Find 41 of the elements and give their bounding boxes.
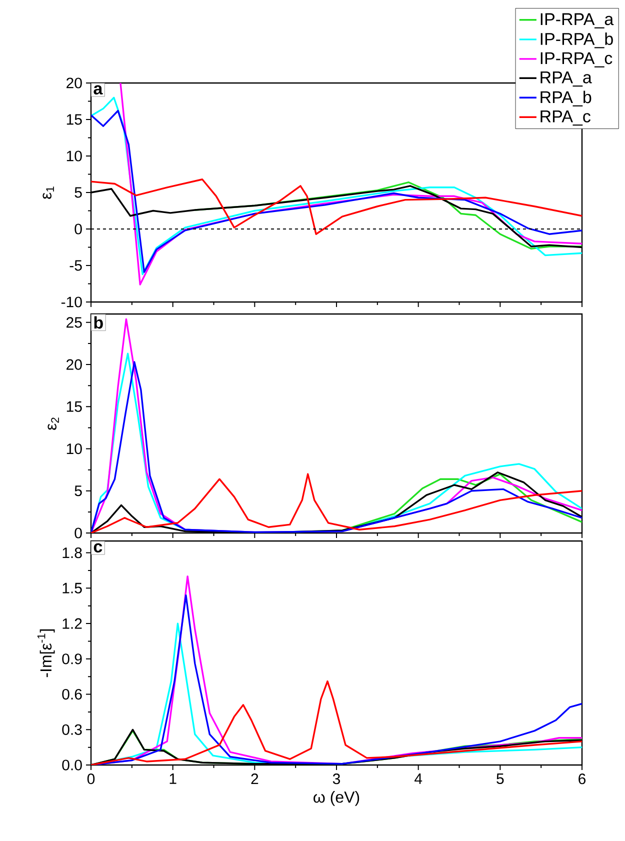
y-tick-label: 0.3 bbox=[62, 724, 82, 735]
x-tick-label: 2 bbox=[251, 774, 258, 784]
y-tick-label: -5 bbox=[70, 260, 82, 271]
y-axis-title: ε$_{2}$ bbox=[48, 418, 59, 430]
annotation: c bbox=[94, 543, 102, 553]
y-tick-label: 1.5 bbox=[62, 582, 82, 594]
y-tick-label: 5 bbox=[74, 486, 82, 496]
legend-label: IP-RPA_c bbox=[540, 52, 612, 68]
y-tick-label: 20 bbox=[66, 359, 82, 370]
y-tick-label: 5 bbox=[74, 187, 82, 198]
y-tick-label: 20 bbox=[66, 78, 82, 88]
legend-label: RPA_c bbox=[540, 110, 590, 126]
x-axis-title: ω (eV) bbox=[314, 791, 360, 806]
x-tick-label: 6 bbox=[578, 774, 586, 784]
y-tick-label: 0.6 bbox=[62, 688, 82, 700]
y-tick-label: 15 bbox=[66, 401, 82, 412]
y-tick-label: 0 bbox=[74, 224, 82, 234]
y-tick-label: 0 bbox=[74, 528, 82, 538]
y-tick-label: 0.9 bbox=[62, 654, 82, 664]
x-tick-label: 0 bbox=[87, 774, 95, 784]
x-tick-label: 5 bbox=[496, 774, 504, 784]
x-tick-label: 4 bbox=[414, 774, 422, 784]
legend-label: IP-RPA_b bbox=[540, 32, 613, 48]
y-tick-label: 1.2 bbox=[62, 618, 82, 629]
y-tick-label: 15 bbox=[66, 114, 82, 125]
y-axis-title: -Im[ε$^{-1}$] bbox=[37, 629, 55, 678]
legend-label: RPA_a bbox=[540, 72, 592, 87]
y-axis-title: ε$_{1}$ bbox=[42, 186, 54, 199]
y-tick-label: 0.0 bbox=[62, 760, 82, 770]
y-tick-label: -10 bbox=[61, 296, 82, 308]
y-tick-label: 25 bbox=[66, 317, 82, 328]
y-tick-label: 10 bbox=[66, 443, 82, 454]
legend-label: RPA_b bbox=[540, 90, 592, 106]
y-tick-label: 1.8 bbox=[62, 547, 82, 558]
annotation: a bbox=[94, 85, 103, 95]
y-tick-label: 10 bbox=[66, 150, 82, 162]
line-series bbox=[91, 178, 582, 235]
x-tick-label: 1 bbox=[170, 774, 176, 784]
x-tick-label: 3 bbox=[332, 774, 340, 784]
annotation: b bbox=[94, 316, 103, 329]
legend-label: IP-RPA_a bbox=[540, 13, 614, 28]
